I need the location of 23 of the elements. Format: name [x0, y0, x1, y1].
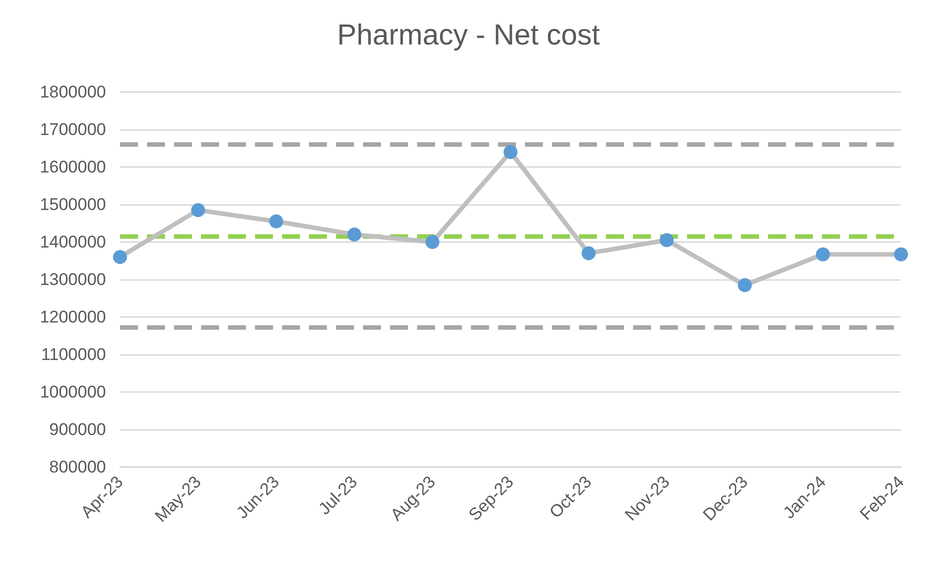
point — [504, 145, 518, 159]
point — [894, 247, 908, 262]
y-tick-label: 1400000 — [40, 232, 106, 252]
y-tick-label: 1300000 — [40, 270, 106, 289]
point — [425, 235, 440, 249]
point — [347, 228, 362, 242]
y-tick-label: 1200000 — [40, 308, 106, 326]
y-tick-label: 1100000 — [41, 345, 106, 364]
y-tick-label: 1800000 — [40, 82, 106, 102]
point — [660, 233, 674, 248]
y-tick-label: 1500000 — [40, 195, 106, 214]
y-tick-label: 800000 — [49, 458, 106, 476]
y-tick-label: 1000000 — [40, 382, 106, 402]
point — [738, 278, 752, 292]
y-tick-label: 900000 — [49, 420, 106, 439]
point — [582, 246, 596, 260]
point — [113, 250, 127, 264]
point — [269, 214, 284, 228]
point — [191, 203, 206, 218]
point — [816, 247, 830, 262]
chart-title: Pharmacy - Net cost — [337, 20, 600, 52]
y-tick-label: 1600000 — [40, 158, 106, 176]
y-tick-label: 1700000 — [40, 120, 106, 139]
